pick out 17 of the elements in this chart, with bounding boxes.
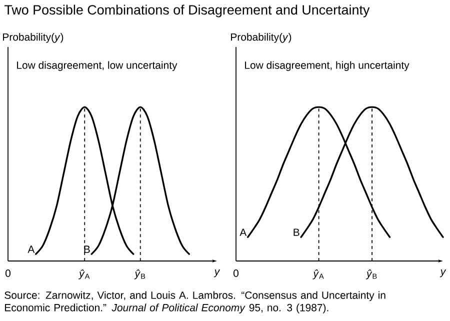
x-axis-title: y — [440, 270, 446, 278]
y-axis-title: Probability(y) — [3, 33, 64, 43]
source-note: Source: Zarnowitz, Victor, and Louis A. Lambros. “Consensus and Uncertainty in Economic Prediction.” Journal of Political Economy 95, no. 3 (1987). — [4, 291, 386, 314]
text: Low disagreement, low uncertainty — [17, 61, 178, 71]
x-tick-label: ŷ$_{A}$ — [78, 270, 90, 280]
x-axis-title: y — [214, 270, 220, 278]
text: Low disagreement, high uncertainty — [245, 61, 410, 71]
x-tick-label: ŷ$_{B}$ — [134, 270, 146, 280]
x-tick-label: 0 — [5, 270, 10, 277]
series-label: B — [294, 228, 300, 236]
series-label: A — [28, 246, 35, 253]
x-tick-label: ŷ$_{B}$ — [366, 270, 377, 280]
chart-title: Two Possible Combinations of Disagreement and Uncertainty — [4, 4, 370, 18]
x-tick-label: ŷ$_{A}$ — [312, 270, 324, 280]
x-tick-label: 0 — [234, 270, 238, 277]
y-axis-title: Probability(y) — [231, 33, 292, 43]
series-label: A — [240, 228, 247, 236]
